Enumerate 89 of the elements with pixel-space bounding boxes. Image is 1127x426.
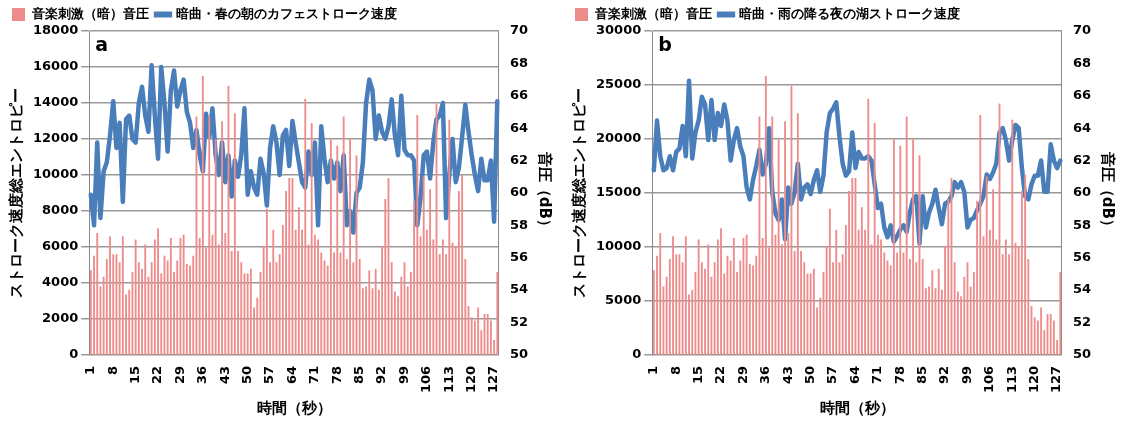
y-tick-label: 10000	[595, 238, 642, 254]
y2-tick-label: 58	[509, 216, 528, 232]
y2-tick-label: 66	[509, 87, 528, 103]
annotation: a	[95, 33, 109, 56]
y-tick-label: 14000	[32, 94, 79, 110]
y2-tick-label: 60	[509, 184, 528, 200]
x-tick-label: 15	[690, 365, 706, 384]
y2-tick-label: 52	[509, 313, 528, 329]
x-tick-label: 120	[1026, 365, 1042, 393]
x-tick-label: 127	[1048, 365, 1064, 393]
y-tick-label: 5000	[605, 292, 642, 308]
x-tick-label: 71	[306, 365, 322, 384]
y-tick-label: 18000	[32, 22, 79, 38]
annotation: b	[658, 33, 672, 56]
y-tick-label: 6000	[42, 238, 79, 254]
y2-tick-label: 68	[509, 54, 528, 70]
x-tick-label: 8	[667, 365, 683, 375]
y-tick-label: 2000	[42, 310, 79, 326]
y-tick-label: 0	[632, 346, 642, 362]
y2-tick-label: 52	[1072, 313, 1091, 329]
y2-tick-label: 54	[1072, 281, 1091, 297]
y2-axis-title: 音圧（dB）	[1099, 150, 1118, 235]
x-tick-label: 113	[440, 365, 456, 393]
y-tick-label: 10000	[32, 166, 79, 182]
x-axis-title: 時間（秒）	[256, 398, 332, 417]
x-tick-label: 92	[936, 365, 952, 384]
x-tick-label: 113	[1003, 365, 1019, 393]
x-tick-label: 1	[645, 365, 661, 375]
legend-label: 暗曲・春の朝のカフェストローク速度	[176, 5, 397, 21]
x-tick-label: 106	[981, 365, 997, 393]
legend-label: 暗曲・雨の降る夜の湖ストローク速度	[739, 5, 960, 21]
x-tick-label: 43	[216, 365, 232, 384]
x-tick-label: 106	[418, 365, 434, 393]
y-tick-label: 12000	[32, 130, 79, 146]
y-axis-title: ストローク速度総エントロピー	[569, 87, 588, 298]
x-tick-label: 22	[712, 365, 728, 384]
x-tick-label: 85	[914, 365, 930, 384]
legend-label: 音楽刺激（暗）音圧	[30, 5, 149, 21]
y2-tick-label: 62	[509, 151, 528, 167]
y-axis-title: ストローク速度総エントロピー	[6, 87, 25, 298]
x-tick-label: 85	[351, 365, 367, 384]
x-tick-label: 64	[846, 365, 862, 384]
y-tick-label: 8000	[42, 202, 79, 218]
x-tick-label: 22	[149, 365, 165, 384]
legend-label: 音楽刺激（暗）音圧	[593, 5, 712, 21]
y2-tick-label: 54	[509, 281, 528, 297]
x-tick-label: 29	[171, 365, 187, 384]
x-axis-title: 時間（秒）	[819, 398, 895, 417]
x-tick-label: 99	[958, 365, 974, 384]
y2-axis-title: 音圧（dB）	[536, 150, 555, 235]
x-tick-label: 57	[261, 365, 277, 384]
y2-tick-label: 60	[1072, 184, 1091, 200]
x-tick-label: 36	[194, 365, 210, 384]
x-tick-label: 50	[802, 365, 818, 384]
x-tick-label: 29	[734, 365, 750, 384]
y2-tick-label: 70	[509, 22, 528, 38]
x-tick-label: 120	[463, 365, 479, 393]
x-tick-label: 127	[485, 365, 501, 393]
y2-tick-label: 56	[1072, 249, 1091, 265]
y-tick-label: 15000	[595, 184, 642, 200]
y-tick-label: 4000	[42, 274, 79, 290]
x-tick-label: 15	[127, 365, 143, 384]
x-tick-label: 8	[104, 365, 120, 375]
x-tick-label: 71	[869, 365, 885, 384]
y-tick-label: 30000	[595, 22, 642, 38]
y-tick-label: 0	[69, 346, 79, 362]
x-tick-label: 92	[373, 365, 389, 384]
x-tick-label: 1	[82, 365, 98, 375]
x-tick-label: 50	[239, 365, 255, 384]
y2-tick-label: 62	[1072, 151, 1091, 167]
y-tick-label: 20000	[595, 130, 642, 146]
y-tick-label: 16000	[32, 58, 79, 74]
y2-tick-label: 70	[1072, 22, 1091, 38]
x-tick-label: 78	[891, 365, 907, 384]
x-tick-label: 57	[824, 365, 840, 384]
x-tick-label: 36	[757, 365, 773, 384]
y2-tick-label: 68	[1072, 54, 1091, 70]
y-tick-label: 25000	[595, 76, 642, 92]
x-tick-label: 78	[328, 365, 344, 384]
y2-tick-label: 66	[1072, 87, 1091, 103]
x-tick-label: 43	[779, 365, 795, 384]
y2-tick-label: 64	[509, 119, 528, 135]
x-tick-label: 99	[395, 365, 411, 384]
y2-tick-label: 64	[1072, 119, 1091, 135]
x-tick-label: 64	[283, 365, 299, 384]
y2-tick-label: 58	[1072, 216, 1091, 232]
y2-tick-label: 56	[509, 249, 528, 265]
y2-tick-label: 50	[1072, 346, 1091, 362]
y2-tick-label: 50	[509, 346, 528, 362]
